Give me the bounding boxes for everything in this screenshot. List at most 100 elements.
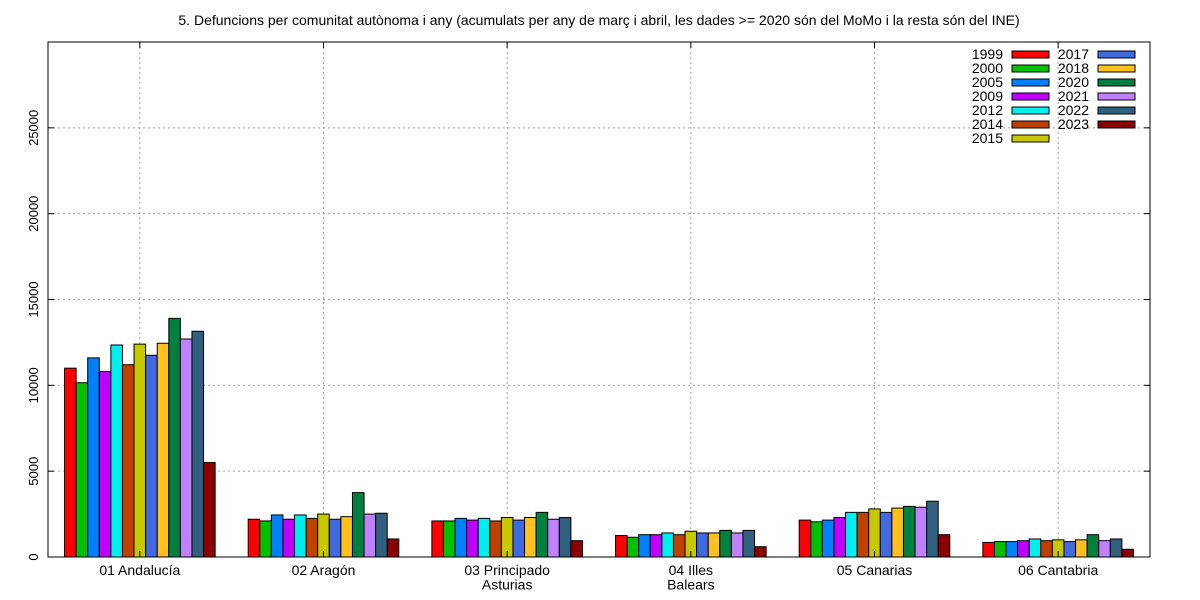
legend-swatch (1011, 78, 1050, 87)
bar-2012 (661, 532, 674, 558)
legend-label: 1999 (972, 46, 1003, 62)
bar-2014 (305, 517, 319, 558)
legend-swatch (1011, 92, 1050, 101)
bar-2000 (993, 541, 1007, 558)
bar-2020 (535, 511, 549, 558)
legend-swatch (1011, 106, 1050, 115)
bar-2020 (351, 492, 365, 558)
bar-2023 (754, 546, 767, 558)
bar-2005 (87, 357, 100, 558)
legend-label: 2023 (1058, 116, 1089, 132)
bar-2005 (1005, 541, 1019, 558)
bar-2009 (649, 534, 663, 558)
bar-1999 (64, 367, 77, 558)
bar-2021 (547, 518, 560, 558)
category-label: 02 Aragón (292, 562, 356, 578)
bar-2014 (1040, 540, 1053, 558)
bar-2017 (328, 518, 342, 558)
category-label: 01 Andalucía (99, 562, 180, 578)
bar-2000 (259, 520, 272, 558)
legend-label: 2000 (972, 60, 1003, 76)
y-tick-label: 0 (26, 553, 41, 560)
bar-2018 (707, 532, 721, 558)
legend-swatch (1097, 50, 1136, 59)
bar-1999 (431, 520, 444, 558)
category-label: 05 Canarias (837, 562, 913, 578)
legend-swatch (1011, 120, 1050, 129)
legend-label: 2020 (1058, 74, 1089, 90)
bar-2022 (1109, 538, 1123, 558)
legend-swatch (1097, 120, 1136, 129)
bar-2015 (868, 508, 881, 558)
bar-2012 (110, 344, 123, 558)
y-tick-label: 10000 (26, 367, 41, 403)
bar-2012 (845, 511, 858, 558)
y-tick-label: 25000 (26, 110, 41, 146)
category-label: Asturias (482, 577, 533, 593)
bar-2023 (203, 462, 216, 558)
bar-2014 (489, 520, 502, 558)
legend-swatch (1011, 50, 1050, 59)
legend-swatch (1011, 134, 1050, 143)
legend-swatch (1011, 64, 1050, 73)
bar-2009 (98, 371, 112, 558)
legend-label: 2022 (1058, 102, 1089, 118)
bar-2023 (570, 540, 583, 558)
bar-2021 (730, 532, 744, 558)
bar-2020 (719, 529, 732, 558)
bar-2012 (477, 517, 491, 558)
legend-swatch (1097, 78, 1136, 87)
bar-1999 (615, 535, 628, 558)
bar-2018 (891, 507, 904, 558)
y-tick-label: 5000 (26, 457, 41, 486)
bar-2017 (512, 519, 526, 558)
category-label: 04 Illes (669, 562, 713, 578)
category-label: 06 Cantabria (1018, 562, 1098, 578)
legend-label: 2012 (972, 102, 1003, 118)
bar-2021 (1098, 540, 1111, 558)
bar-1999 (982, 541, 995, 558)
bar-2005 (454, 517, 468, 558)
bar-2017 (879, 511, 893, 558)
bar-1999 (247, 518, 261, 558)
bar-2018 (1075, 539, 1088, 558)
legend-label: 2017 (1058, 46, 1089, 62)
legend-label: 2014 (972, 116, 1003, 132)
bar-2015 (317, 513, 330, 558)
category-label: 03 Principado (464, 562, 550, 578)
bar-2017 (145, 354, 158, 558)
bar-2012 (1028, 538, 1042, 558)
grid (48, 42, 1150, 557)
legend-label: 2005 (972, 74, 1003, 90)
bar-2009 (833, 517, 847, 558)
bar-2014 (856, 511, 870, 558)
bar-2023 (937, 534, 951, 558)
bar-2021 (363, 513, 377, 558)
bar-2005 (638, 534, 651, 558)
bar-2017 (1063, 541, 1077, 558)
bar-2022 (191, 330, 205, 558)
axis-ticks: 0 5000 10000 15000 20000 25000 01 Andalucía 02 … (26, 42, 1150, 593)
bar-2018 (340, 516, 353, 558)
bar-2021 (179, 338, 193, 558)
bar-2020 (902, 505, 916, 558)
bar-2014 (672, 534, 686, 558)
bar-2020 (168, 317, 181, 558)
category-label: Balears (667, 577, 714, 593)
bar-2018 (524, 517, 537, 558)
bar-1999 (798, 519, 812, 558)
bar-2005 (270, 514, 284, 558)
legend-label: 2021 (1058, 88, 1089, 104)
legend-label: 2009 (972, 88, 1003, 104)
bar-2009 (1017, 540, 1030, 558)
legend-label: 2015 (972, 130, 1003, 146)
bar-2017 (696, 532, 709, 558)
bar-2022 (742, 529, 756, 558)
bar-2018 (156, 342, 170, 558)
bar-2000 (75, 382, 89, 558)
bar-2022 (926, 500, 939, 558)
bar-2015 (133, 343, 147, 558)
legend-swatch (1097, 106, 1136, 115)
